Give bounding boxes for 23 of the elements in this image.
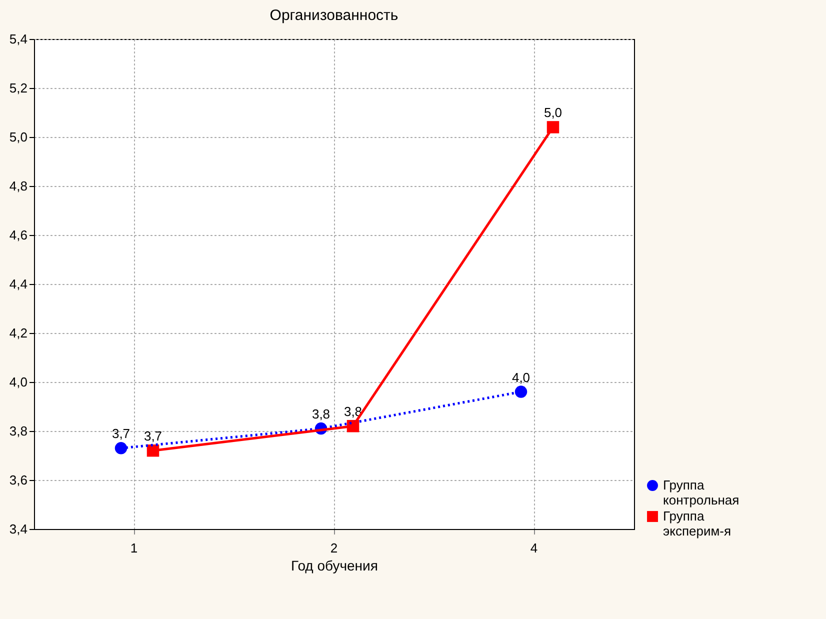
- data-label: 4,0: [512, 370, 530, 385]
- y-tick-label: 5,0: [9, 130, 28, 144]
- y-tick-label: 4,6: [9, 228, 28, 242]
- data-label: 3,8: [312, 406, 330, 422]
- y-tick-label: 3,6: [9, 472, 28, 488]
- x-tick-label: 1: [130, 540, 138, 556]
- legend-label: Группа эксперим-я: [663, 508, 732, 538]
- y-tick-label: 4,2: [9, 326, 28, 340]
- x-tick-label: 4: [530, 540, 538, 556]
- y-tick-label: 3,4: [9, 522, 28, 536]
- data-label: 3,7: [112, 426, 130, 442]
- x-axis-title: Год обучения: [291, 558, 378, 574]
- data-label: 3,7: [144, 428, 162, 444]
- y-tick-label: 5,4: [9, 32, 28, 46]
- y-tick-label: 4,0: [9, 374, 28, 390]
- data-label: 5,0: [544, 105, 562, 120]
- x-tick-label: 2: [330, 540, 338, 556]
- y-tick-label: 3,8: [9, 424, 28, 438]
- y-tick-label: 5,2: [9, 80, 28, 96]
- y-tick-label: 4,4: [9, 276, 28, 292]
- legend-label: Группа контрольная: [663, 478, 740, 508]
- chart-title: Организованность: [270, 7, 398, 24]
- y-tick-label: 4,8: [9, 178, 28, 194]
